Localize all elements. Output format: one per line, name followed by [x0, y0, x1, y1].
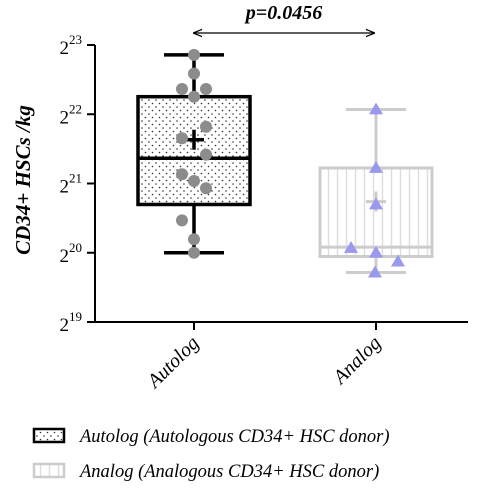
point-analog-2 — [369, 197, 383, 210]
point-analog-0 — [369, 102, 383, 115]
box-iqr-autolog — [136, 94, 252, 207]
legend: Autolog (Autologous CD34+ HSC donor) Ana… — [32, 427, 390, 482]
legend-item-autolog: Autolog (Autologous CD34+ HSC donor) — [32, 427, 390, 447]
y-tick-label-2: 221 — [60, 171, 83, 198]
point-autolog-13 — [188, 246, 200, 259]
x-axis: Autolog Analog — [95, 321, 468, 394]
point-analog-1 — [369, 160, 383, 173]
point-autolog-11 — [176, 214, 188, 227]
y-tick-label-3: 222 — [60, 101, 83, 128]
y-tick-label-4: 223 — [60, 32, 83, 59]
point-autolog-12 — [188, 233, 200, 246]
y-tick-label-1: 220 — [60, 240, 83, 267]
point-autolog-6 — [176, 132, 188, 145]
y-tick-label-0: 219 — [60, 309, 83, 336]
x-tick-label-analog: Analog — [328, 332, 386, 390]
point-autolog-1 — [188, 67, 200, 80]
point-autolog-10 — [200, 182, 212, 195]
legend-swatch-analog — [32, 462, 66, 479]
legend-swatch-autolog — [32, 427, 66, 444]
x-tick-label-autolog: Autolog — [142, 332, 204, 394]
point-autolog-5 — [200, 120, 212, 133]
point-analog-6 — [368, 265, 382, 278]
point-analog-3 — [344, 240, 358, 253]
y-axis-label: CD34+ HSCs /kg — [11, 105, 35, 255]
point-autolog-7 — [200, 148, 212, 161]
point-analog-4 — [369, 245, 383, 258]
y-axis: 219 220 221 222 223 — [60, 32, 96, 336]
point-autolog-9 — [188, 175, 200, 188]
point-autolog-2 — [176, 83, 188, 96]
point-autolog-3 — [200, 83, 212, 96]
legend-item-analog: Analog (Analogous CD34+ HSC donor) — [32, 462, 379, 482]
legend-label-autolog: Autolog (Autologous CD34+ HSC donor) — [78, 427, 390, 447]
point-analog-5 — [391, 254, 405, 267]
point-autolog-0 — [188, 48, 200, 61]
legend-label-analog: Analog (Analogous CD34+ HSC donor) — [78, 462, 379, 482]
box-autolog — [136, 53, 252, 255]
box-iqr-analog — [318, 166, 434, 258]
point-autolog-8 — [176, 168, 188, 181]
p-value-label: p=0.0456 — [244, 2, 322, 24]
data-points — [176, 48, 405, 278]
significance-annotation: p=0.0456 — [194, 2, 374, 33]
point-autolog-4 — [188, 90, 200, 103]
